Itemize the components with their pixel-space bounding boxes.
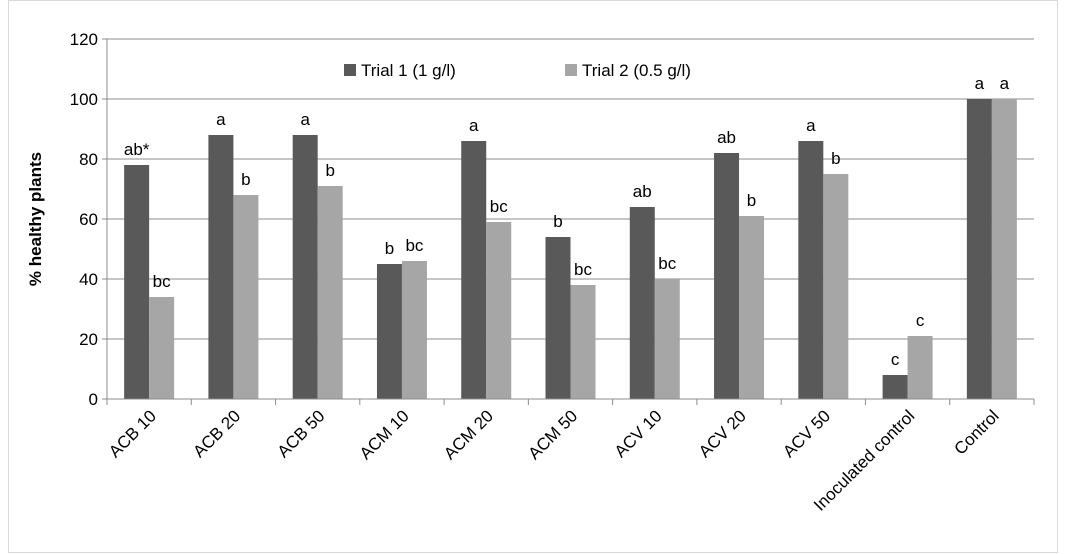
x-category-label: Control — [950, 406, 1002, 458]
y-tick-label: 120 — [70, 30, 98, 49]
bar-label: bc — [153, 272, 171, 291]
bar-label: bc — [658, 254, 676, 273]
y-tick-label: 80 — [79, 150, 98, 169]
bar-series-1-acm-10 — [376, 264, 402, 399]
bar-series-1-acb-10 — [124, 165, 150, 399]
bar-label: b — [831, 149, 840, 168]
legend: Trial 1 (1 g/l) Trial 2 (0.5 g/l) — [344, 61, 691, 80]
x-category-label: ACM 20 — [440, 406, 497, 463]
x-category-label: ACV 10 — [611, 406, 666, 461]
x-category-label: ACB 10 — [105, 406, 160, 461]
x-category-label: ACM 50 — [524, 406, 581, 463]
bars — [124, 99, 1017, 399]
bar-label: bc — [490, 197, 508, 216]
y-tick-label: 0 — [89, 390, 98, 409]
bar-label: b — [241, 170, 250, 189]
y-axis-label: % healthy plants — [26, 152, 45, 286]
x-category-label: ACB 50 — [274, 406, 329, 461]
bar-series-2-acm-10 — [401, 261, 427, 399]
y-tick-label: 40 — [79, 270, 98, 289]
bar-series-1-acv-50 — [798, 141, 824, 399]
bar-series-1-acb-50 — [292, 135, 318, 399]
bar-label: a — [975, 74, 985, 93]
bar-series-2-acv-20 — [739, 216, 765, 399]
legend-swatch-2 — [565, 64, 577, 76]
bar-series-1-acv-20 — [714, 153, 740, 399]
bar-label: b — [747, 191, 756, 210]
bar-series-1-acb-20 — [208, 135, 234, 399]
bar-series-2-acb-20 — [233, 195, 259, 399]
x-axis-categories: ACB 10 ACB 20 ACB 50 ACM 10 ACM 20 ACM 50 ACV … — [105, 406, 1003, 514]
bar-label: a — [216, 110, 226, 129]
y-tick-label: 100 — [70, 90, 98, 109]
gridlines — [107, 38, 1034, 340]
axes — [106, 39, 1035, 405]
x-category-label: ACV 50 — [779, 406, 834, 461]
legend-label-1: Trial 1 (1 g/l) — [361, 61, 456, 80]
bar-label: a — [1000, 74, 1010, 93]
bar-label: c — [916, 311, 925, 330]
bar-series-2-acm-20 — [486, 222, 512, 399]
bar-label: c — [891, 350, 900, 369]
y-axis-ticks: 0 20 40 60 80 100 120 — [70, 30, 107, 409]
bar-label: bc — [574, 260, 592, 279]
bar-label: a — [806, 116, 816, 135]
y-tick-label: 20 — [79, 330, 98, 349]
bar-label: ab — [633, 182, 652, 201]
chart-frame: 0 20 40 60 80 100 120 ab* bc a b a b b bc a bc b bc ab bc ab… — [8, 0, 1058, 553]
bar-series-2-control — [991, 99, 1017, 399]
bar-label: b — [553, 212, 562, 231]
bar-series-2-acb-50 — [317, 186, 343, 399]
bar-label: ab* — [124, 140, 150, 159]
bar-label: bc — [405, 236, 423, 255]
bar-series-1-acm-50 — [545, 237, 571, 399]
bar-series-1-inoculated-control — [882, 375, 908, 399]
bar-series-2-acb-10 — [149, 297, 175, 399]
x-category-label: ACM 10 — [356, 406, 413, 463]
bar-series-1-acv-10 — [629, 207, 655, 399]
bar-label: a — [300, 110, 310, 129]
legend-label-2: Trial 2 (0.5 g/l) — [582, 61, 691, 80]
bar-label: b — [385, 239, 394, 258]
bar-label: ab — [717, 128, 736, 147]
legend-swatch-1 — [344, 64, 356, 76]
bar-series-2-acv-10 — [654, 279, 680, 399]
bar-label: b — [325, 161, 334, 180]
bar-series-2-acv-50 — [823, 174, 849, 399]
bar-label: a — [469, 116, 479, 135]
x-category-label: ACB 20 — [189, 406, 244, 461]
bar-series-1-acm-20 — [461, 141, 487, 399]
x-category-label: ACV 20 — [695, 406, 750, 461]
bar-series-2-acm-50 — [570, 285, 596, 399]
bar-series-2-inoculated-control — [907, 336, 933, 399]
y-tick-label: 60 — [79, 210, 98, 229]
bar-series-1-control — [966, 99, 992, 399]
